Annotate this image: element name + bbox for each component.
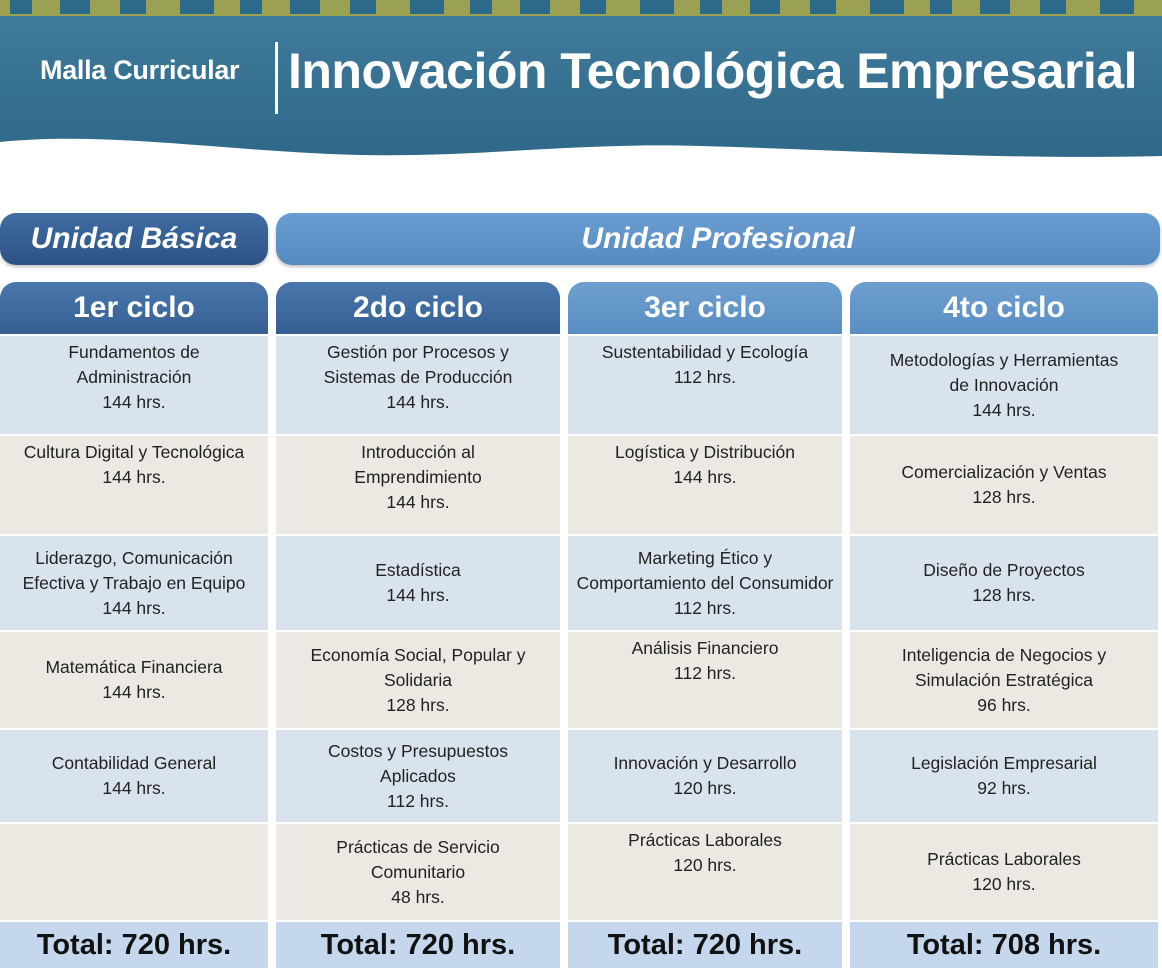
cycle-total: Total: 708 hrs. <box>850 920 1158 968</box>
course-name: Liderazgo, Comunicación Efectiva y Traba… <box>22 547 246 593</box>
course-name: Economía Social, Popular y Solidaria <box>310 644 526 690</box>
course-cell: Inteligencia de Negocios y Simulación Es… <box>850 630 1158 728</box>
course-cell: Gestión por Procesos y Sistemas de Produ… <box>276 334 560 434</box>
cycle-total: Total: 720 hrs. <box>568 920 842 968</box>
course-hours: 144 hrs. <box>386 392 450 412</box>
course-cell: Cultura Digital y Tecnológica 144 hrs. <box>0 434 268 534</box>
course-hours: 144 hrs. <box>102 778 166 798</box>
course-cell: Logística y Distribución 144 hrs. <box>568 434 842 534</box>
course-hours: 144 hrs. <box>386 492 450 512</box>
course-name: Inteligencia de Negocios y Simulación Es… <box>901 644 1107 690</box>
course-cell: Marketing Ético y Comportamiento del Con… <box>568 534 842 630</box>
course-cell: Liderazgo, Comunicación Efectiva y Traba… <box>0 534 268 630</box>
cycle-header: 4to ciclo <box>850 282 1158 334</box>
course-hours: 112 hrs. <box>674 663 736 683</box>
course-cell: Metodologías y Herramientas de Innovació… <box>850 334 1158 434</box>
course-name: Marketing Ético y Comportamiento del Con… <box>576 547 834 593</box>
cycle-header: 3er ciclo <box>568 282 842 334</box>
course-hours: 92 hrs. <box>977 778 1031 798</box>
course-cell: Innovación y Desarrollo 120 hrs. <box>568 728 842 822</box>
course-hours: 112 hrs. <box>674 597 736 618</box>
course-name: Legislación Empresarial <box>911 753 1097 773</box>
course-cell: Comercialización y Ventas 128 hrs. <box>850 434 1158 534</box>
course-name: Metodologías y Herramientas de Innovació… <box>889 349 1119 395</box>
course-hours: 128 hrs. <box>972 585 1036 605</box>
course-name: Comercialización y Ventas <box>901 462 1107 482</box>
course-name: Fundamentos de Administración <box>68 342 200 387</box>
course-cell: Prácticas Laborales 120 hrs. <box>568 822 842 920</box>
course-cell: Contabilidad General 144 hrs. <box>0 728 268 822</box>
course-hours: 144 hrs. <box>102 392 166 412</box>
course-name: Gestión por Procesos y Sistemas de Produ… <box>323 342 513 387</box>
course-hours: 112 hrs. <box>674 367 736 387</box>
cycle-header: 2do ciclo <box>276 282 560 334</box>
course-hours: 144 hrs. <box>386 585 450 605</box>
pattern-strip <box>10 0 1134 14</box>
empty-cell <box>0 822 268 920</box>
cycle-column-4: 4to ciclo Metodologías y Herramientas de… <box>850 282 1158 970</box>
header-divider <box>275 42 278 114</box>
course-cell: Prácticas de Servicio Comunitario 48 hrs… <box>276 822 560 920</box>
header-subtitle: Malla Curricular <box>40 55 240 85</box>
cycle-total: Total: 720 hrs. <box>0 920 268 968</box>
course-name: Logística y Distribución <box>615 442 795 462</box>
course-hours: 128 hrs. <box>972 487 1036 507</box>
course-name: Análisis Financiero <box>631 638 779 658</box>
course-hours: 112 hrs. <box>387 790 449 811</box>
course-cell: Estadística 144 hrs. <box>276 534 560 630</box>
course-name: Prácticas Laborales <box>628 830 782 850</box>
course-cell: Prácticas Laborales 120 hrs. <box>850 822 1158 920</box>
course-name: Prácticas Laborales <box>927 849 1081 869</box>
course-name: Contabilidad General <box>51 753 217 773</box>
course-cell: Costos y Presupuestos Aplicados 112 hrs. <box>276 728 560 822</box>
course-hours: 144 hrs. <box>102 467 166 487</box>
cycle-column-1: 1er ciclo Fundamentos de Administración … <box>0 282 268 970</box>
course-name: Prácticas de Servicio Comunitario <box>336 836 500 882</box>
cycle-header: 1er ciclo <box>0 282 268 334</box>
course-hours: 96 hrs. <box>977 694 1031 715</box>
course-cell: Matemática Financiera 144 hrs. <box>0 630 268 728</box>
course-hours: 120 hrs. <box>673 855 737 875</box>
course-hours: 128 hrs. <box>386 694 450 715</box>
cycle-total: Total: 720 hrs. <box>276 920 560 968</box>
page-title: Innovación Tecnológica Empresarial <box>288 43 1138 99</box>
course-name: Costos y Presupuestos Aplicados <box>328 740 508 786</box>
course-name: Cultura Digital y Tecnológica <box>23 442 245 462</box>
course-hours: 144 hrs. <box>972 399 1036 420</box>
course-hours: 144 hrs. <box>102 682 166 702</box>
course-name: Matemática Financiera <box>45 657 223 677</box>
course-name: Estadística <box>375 560 461 580</box>
course-cell: Diseño de Proyectos 128 hrs. <box>850 534 1158 630</box>
course-hours: 144 hrs. <box>673 467 737 487</box>
cycle-column-2: 2do ciclo Gestión por Procesos y Sistema… <box>276 282 560 970</box>
course-cell: Análisis Financiero 112 hrs. <box>568 630 842 728</box>
course-name: Introducción al Emprendimiento <box>354 442 482 487</box>
course-name: Sustentabilidad y Ecología <box>601 342 809 362</box>
course-hours: 48 hrs. <box>391 886 445 907</box>
header-banner: Malla Curricular Innovación Tecnológica … <box>0 0 1162 170</box>
header-background <box>0 0 1162 157</box>
course-hours: 120 hrs. <box>673 778 737 798</box>
unit-basic-label: Unidad Básica <box>0 213 268 265</box>
unit-professional-label: Unidad Profesional <box>276 213 1160 265</box>
course-cell: Sustentabilidad y Ecología 112 hrs. <box>568 334 842 434</box>
course-cell: Fundamentos de Administración 144 hrs. <box>0 334 268 434</box>
course-name: Diseño de Proyectos <box>923 560 1085 580</box>
course-name: Innovación y Desarrollo <box>613 753 797 773</box>
course-cell: Legislación Empresarial 92 hrs. <box>850 728 1158 822</box>
course-cell: Economía Social, Popular y Solidaria 128… <box>276 630 560 728</box>
cycle-column-3: 3er ciclo Sustentabilidad y Ecología 112… <box>568 282 842 970</box>
course-hours: 120 hrs. <box>972 874 1036 894</box>
course-hours: 144 hrs. <box>102 597 166 618</box>
course-cell: Introducción al Emprendimiento 144 hrs. <box>276 434 560 534</box>
